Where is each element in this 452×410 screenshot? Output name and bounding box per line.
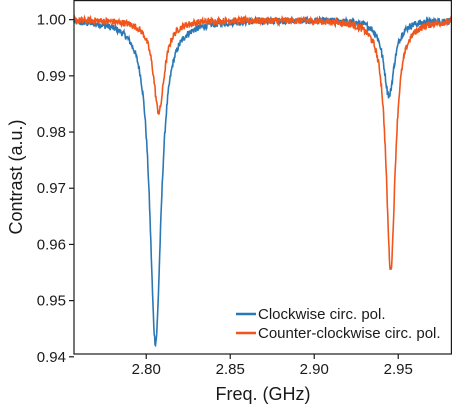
plot-frame (73, 0, 452, 355)
y-tick-label: 0.96 (37, 236, 66, 253)
y-tick-label: 0.97 (37, 180, 66, 197)
legend: Clockwise circ. pol. Counter-clockwise c… (236, 306, 441, 342)
x-tick-label: 2.90 (300, 361, 329, 378)
x-tick-label: 2.85 (216, 361, 245, 378)
y-axis: 0.94 0.95 0.96 0.97 0.98 0.99 1.00 (37, 12, 74, 366)
plot-lines (73, 14, 452, 348)
y-tick-label: 0.95 (37, 293, 66, 310)
series-line-0 (73, 15, 452, 348)
legend-label-clockwise: Clockwise circ. pol. (258, 306, 386, 323)
y-tick-label: 0.98 (37, 124, 66, 141)
y-tick-label: 1.00 (37, 12, 66, 29)
x-axis-label: Freq. (GHz) (215, 384, 310, 404)
y-tick-label: 0.94 (37, 349, 66, 366)
y-axis-label: Contrast (a.u.) (6, 119, 26, 234)
series-line-1 (73, 14, 452, 271)
y-tick-label: 0.99 (37, 68, 66, 85)
legend-label-counter-clockwise: Counter-clockwise circ. pol. (258, 325, 441, 342)
x-tick-label: 2.95 (384, 361, 413, 378)
x-axis: 2.80 2.85 2.90 2.95 (132, 354, 413, 378)
x-tick-label: 2.80 (132, 361, 161, 378)
